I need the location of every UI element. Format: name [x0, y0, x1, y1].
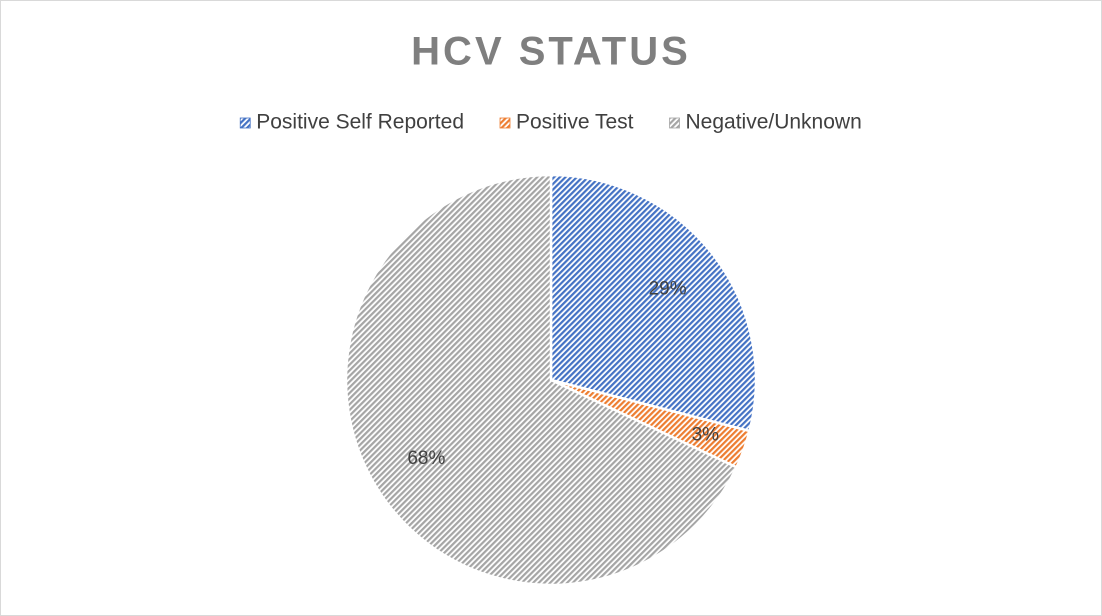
pie-slice: [344, 173, 739, 587]
data-label: 29%: [649, 279, 687, 300]
legend-swatch: [669, 117, 680, 129]
data-label: 68%: [407, 448, 445, 469]
legend-item: Positive Test: [499, 111, 634, 134]
data-label: 3%: [692, 425, 720, 446]
legend-label: Positive Self Reported: [256, 111, 464, 134]
pie-slice: [549, 173, 758, 433]
legend-swatch: [239, 117, 251, 129]
legend-swatch: [499, 117, 511, 129]
chart-title: HCV STATUS: [411, 30, 691, 74]
legend-label: Negative/Unknown: [686, 111, 862, 134]
legend-item: Negative/Unknown: [669, 111, 862, 134]
legend-item: Positive Self Reported: [239, 111, 464, 134]
legend-label: Positive Test: [516, 111, 634, 134]
